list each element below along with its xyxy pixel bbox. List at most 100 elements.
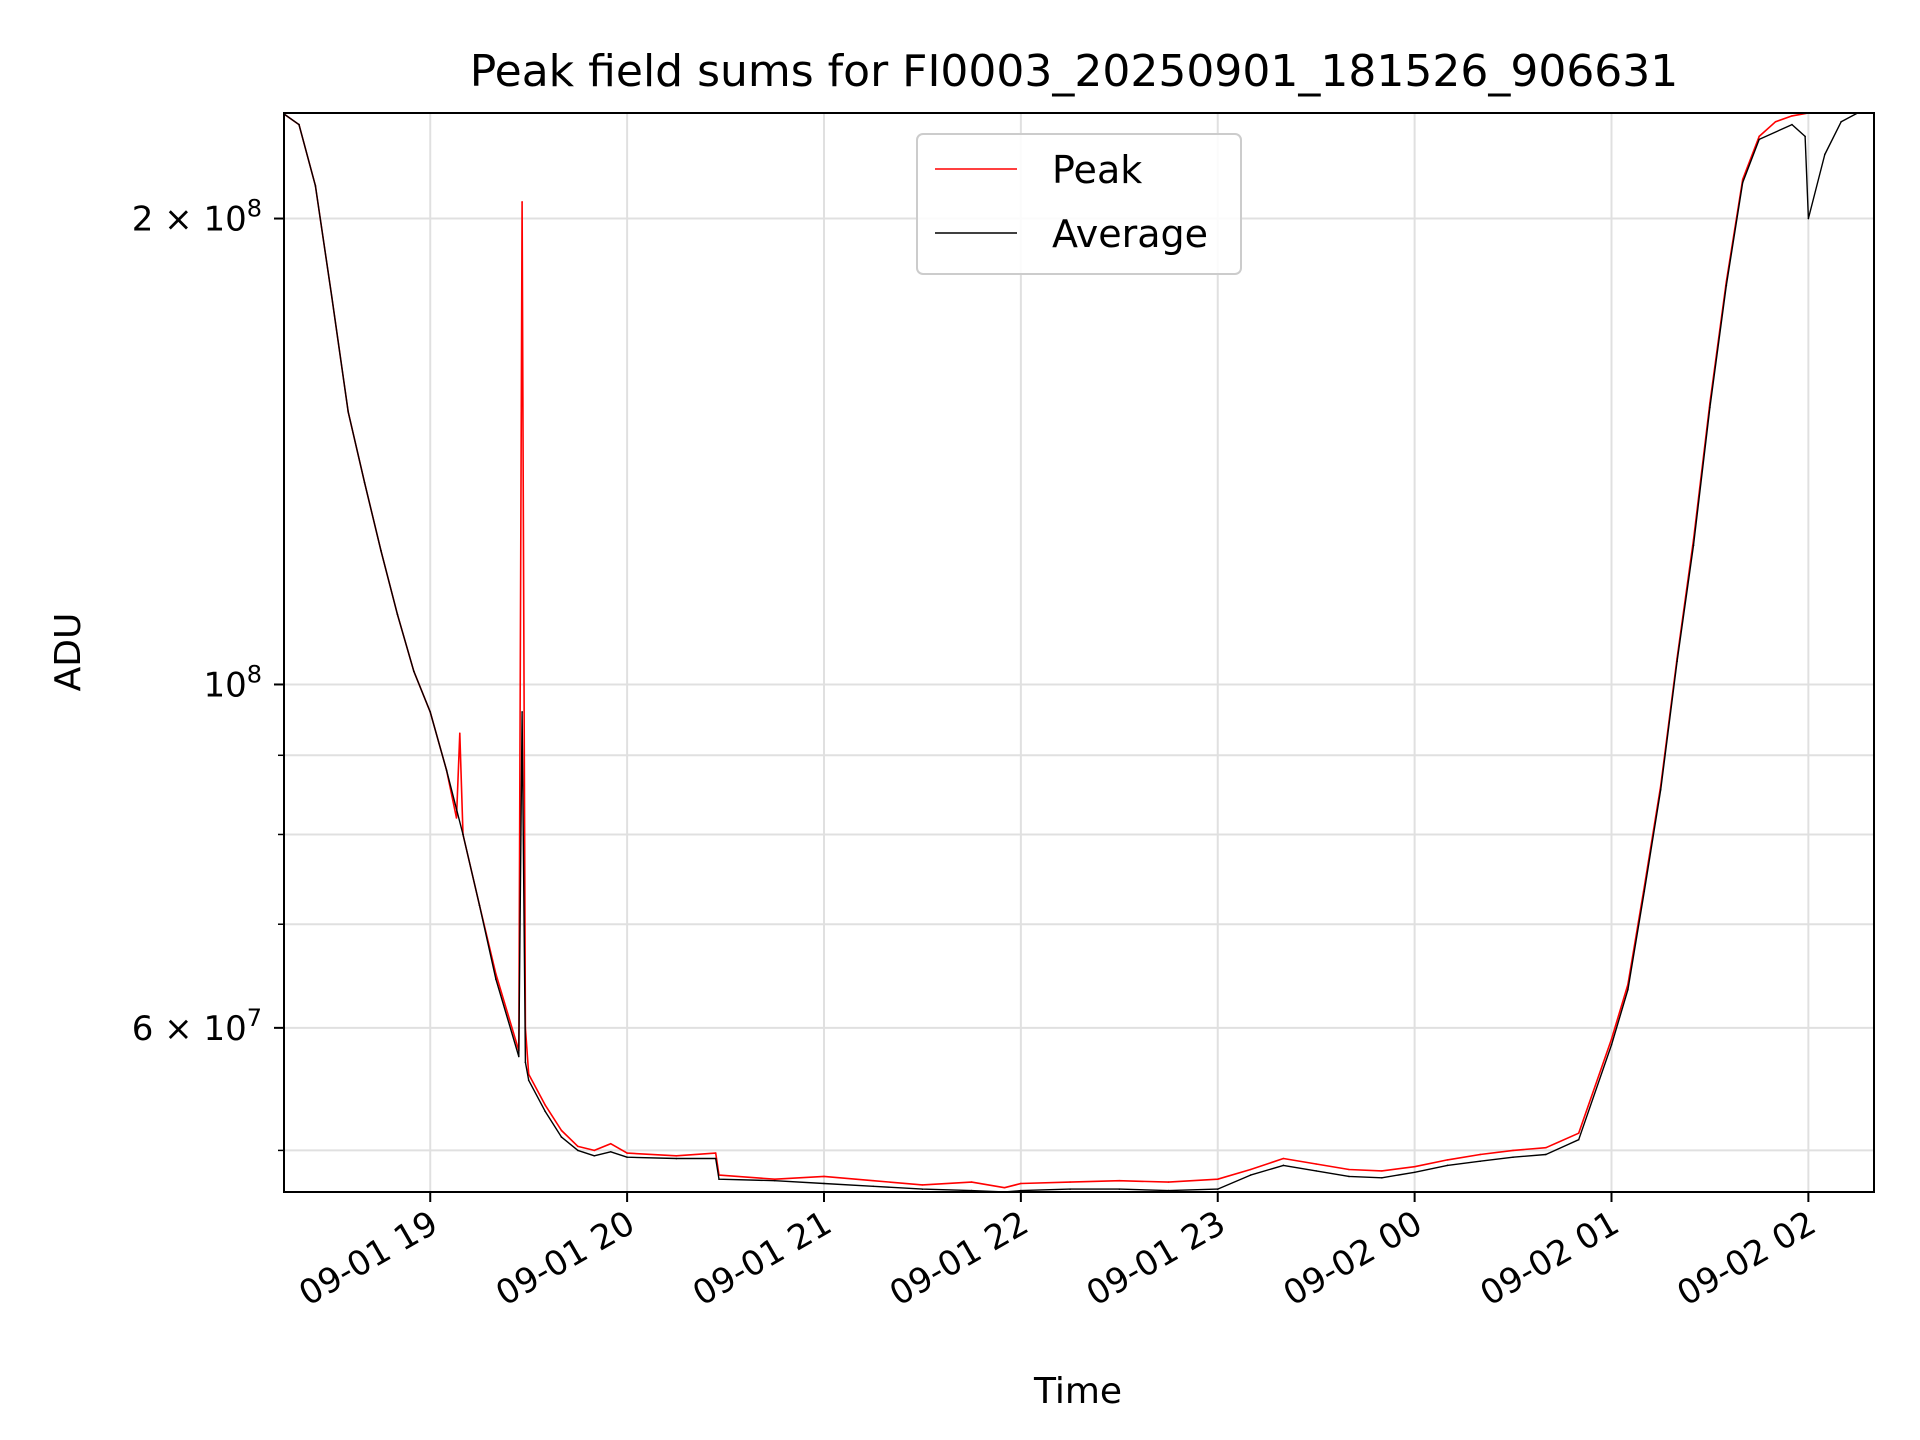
data-point-average [314, 184, 317, 187]
data-point-average [1381, 1177, 1383, 1179]
data-point-average [1610, 1044, 1613, 1046]
data-point-average [396, 613, 399, 616]
data-point-average [445, 769, 448, 772]
data-point-average [714, 1157, 717, 1160]
data-point-average [1216, 1188, 1219, 1190]
data-point-peak [773, 1178, 776, 1181]
y-tick-label: 2 × 108 [132, 195, 262, 240]
data-point-average [462, 833, 464, 836]
data-point-average [298, 123, 300, 126]
data-point-peak [455, 817, 458, 819]
data-point-average [872, 1185, 875, 1188]
data-point-average [1627, 988, 1629, 991]
data-point-average [1741, 181, 1744, 184]
data-point-average [823, 1182, 825, 1185]
data-point-peak [1774, 120, 1777, 123]
data-point-peak [1003, 1186, 1006, 1189]
data-point-average [1659, 788, 1662, 791]
data-point-peak [1610, 1038, 1613, 1040]
data-point-peak [1791, 115, 1793, 117]
data-point-average [675, 1157, 678, 1160]
series-line-peak [284, 113, 1809, 1189]
data-point-average [1692, 544, 1695, 547]
y-axis: 2 × 108 108 6 × 107 [132, 195, 284, 1152]
data-point-peak [1758, 135, 1760, 138]
data-point-peak [1020, 1182, 1022, 1185]
data-point-average [1446, 1164, 1449, 1167]
data-point-average [1167, 1189, 1170, 1192]
data-point-average [1413, 1171, 1416, 1174]
data-point-average [1676, 660, 1678, 663]
data-point-average [560, 1136, 563, 1138]
data-point-peak [544, 1104, 546, 1106]
data-point-peak [921, 1184, 924, 1186]
y-tick-label: 6 × 107 [132, 1004, 262, 1049]
data-point-average [1804, 135, 1806, 138]
data-point-average [921, 1188, 924, 1190]
data-point-peak [1577, 1132, 1580, 1134]
data-point-average [1577, 1138, 1580, 1141]
data-point-peak [577, 1145, 579, 1148]
data-point-average [1823, 153, 1826, 156]
data-point-peak [1282, 1157, 1285, 1160]
data-point-average [347, 411, 350, 413]
data-point-peak [1315, 1163, 1317, 1165]
data-point-average [1725, 284, 1728, 287]
data-point-average [527, 1079, 530, 1082]
data-point-average [1348, 1175, 1350, 1178]
data-point-peak [1545, 1146, 1547, 1149]
data-point-average [626, 1156, 628, 1158]
legend-label-peak: Peak [1052, 148, 1142, 192]
data-point-average [518, 1055, 520, 1058]
data-point-peak [1446, 1159, 1449, 1161]
data-point-average [970, 1189, 973, 1192]
y-tick-label: 108 [203, 660, 262, 705]
data-point-average [609, 1150, 612, 1153]
data-point-peak [1479, 1153, 1482, 1156]
data-point-average [1118, 1188, 1121, 1190]
data-point-average [1249, 1174, 1252, 1176]
data-point-average [380, 550, 382, 552]
data-point-peak [1118, 1179, 1121, 1182]
data-point-peak [609, 1142, 612, 1145]
data-point-peak [1512, 1149, 1514, 1152]
data-point-peak [626, 1152, 628, 1154]
data-point-peak [1167, 1181, 1170, 1183]
data-point-average [363, 481, 366, 484]
data-point-average [1479, 1160, 1482, 1163]
data-point-average [718, 1178, 720, 1181]
data-point-average [1315, 1170, 1317, 1172]
data-point-peak [1249, 1168, 1252, 1171]
data-point-average [1020, 1189, 1022, 1192]
data-point-peak [560, 1129, 563, 1132]
data-point-average [1643, 890, 1646, 893]
data-point-average [1758, 138, 1760, 141]
data-point-peak [521, 201, 523, 203]
data-point-average [495, 978, 497, 981]
data-point-average [1807, 217, 1810, 220]
grid-lines [284, 113, 1874, 1192]
data-point-average [1282, 1164, 1285, 1167]
data-point-average [521, 711, 523, 713]
data-point-peak [872, 1179, 875, 1182]
data-point-average [1840, 120, 1842, 123]
y-axis-title: ADU [48, 613, 89, 692]
data-point-peak [1381, 1170, 1383, 1172]
data-point-peak [714, 1152, 717, 1154]
data-point-average [544, 1110, 546, 1113]
legend-label-average: Average [1052, 212, 1208, 256]
data-point-average [524, 1061, 527, 1064]
x-axis-title: Time [1033, 1371, 1122, 1412]
data-point-peak [1413, 1165, 1416, 1168]
data-point-average [1512, 1156, 1514, 1158]
data-point-peak [1216, 1178, 1219, 1181]
data-point-peak [1069, 1181, 1071, 1183]
data-point-peak [823, 1175, 825, 1178]
data-point-average [1709, 406, 1711, 409]
data-point-average [1545, 1153, 1547, 1156]
plot-frame [283, 112, 1875, 1193]
data-point-average [478, 904, 481, 907]
chart-title: Peak field sums for FI0003_20250901_1815… [470, 46, 1679, 97]
data-point-average [330, 296, 333, 298]
